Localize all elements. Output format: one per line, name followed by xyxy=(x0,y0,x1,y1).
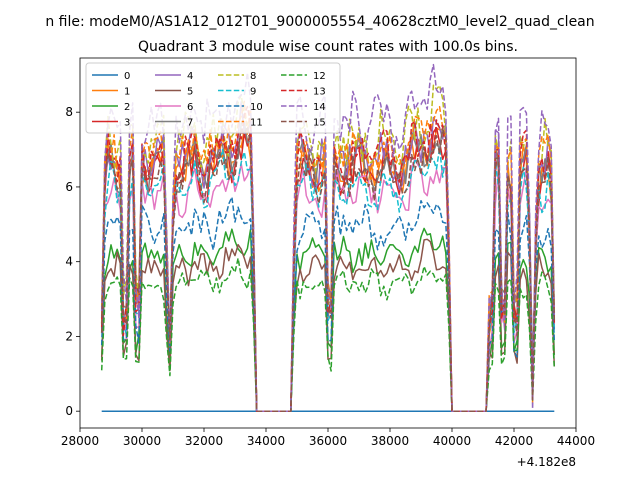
legend-label-7: 7 xyxy=(187,118,193,129)
legend-label-11: 11 xyxy=(250,118,263,129)
legend-label-4: 4 xyxy=(187,71,193,82)
x-offset-label: +4.182e8 xyxy=(517,455,576,469)
x-tick-label-40000: 40000 xyxy=(433,434,471,448)
x-tick-label-28000: 28000 xyxy=(61,434,99,448)
legend-label-8: 8 xyxy=(250,71,256,82)
x-tick-label-44000: 44000 xyxy=(557,434,595,448)
legend-label-10: 10 xyxy=(250,102,263,113)
legend-box xyxy=(85,62,341,134)
x-tick-label-32000: 32000 xyxy=(185,434,223,448)
legend-label-14: 14 xyxy=(313,102,326,113)
legend-label-12: 12 xyxy=(313,71,326,82)
y-tick-label-8: 8 xyxy=(65,105,73,119)
x-tick-label-34000: 34000 xyxy=(247,434,285,448)
x-tick-label-36000: 36000 xyxy=(309,434,347,448)
axes: 28000 30000 32000 34000 36000 38000 40000 42000… xyxy=(61,57,595,448)
legend-label-13: 13 xyxy=(313,87,326,98)
y-tick-label-6: 6 xyxy=(65,180,73,194)
legend-label-6: 6 xyxy=(187,102,193,113)
legend-label-3: 3 xyxy=(124,118,130,129)
y-tick-label-4: 4 xyxy=(65,255,73,269)
x-tick-label-38000: 38000 xyxy=(371,434,409,448)
plot-title: Quadrant 3 module wise count rates with … xyxy=(138,39,518,55)
y-tick-label-2: 2 xyxy=(65,329,73,343)
legend-label-5: 5 xyxy=(187,87,193,98)
series-line-15 xyxy=(100,125,556,412)
legend-label-9: 9 xyxy=(250,87,256,98)
legend-label-0: 0 xyxy=(124,71,130,82)
legend-label-2: 2 xyxy=(124,102,130,113)
series-line-13 xyxy=(100,105,556,412)
x-tick-label-42000: 42000 xyxy=(495,434,533,448)
x-tick-label-30000: 30000 xyxy=(123,434,161,448)
y-tick-label-0: 0 xyxy=(65,404,73,418)
legend-label-1: 1 xyxy=(124,87,130,98)
plot-area xyxy=(100,63,556,412)
legend-label-15: 15 xyxy=(313,118,326,129)
figure-suptitle: n file: modeM0/AS1A12_012T01_9000005554_… xyxy=(45,14,594,30)
